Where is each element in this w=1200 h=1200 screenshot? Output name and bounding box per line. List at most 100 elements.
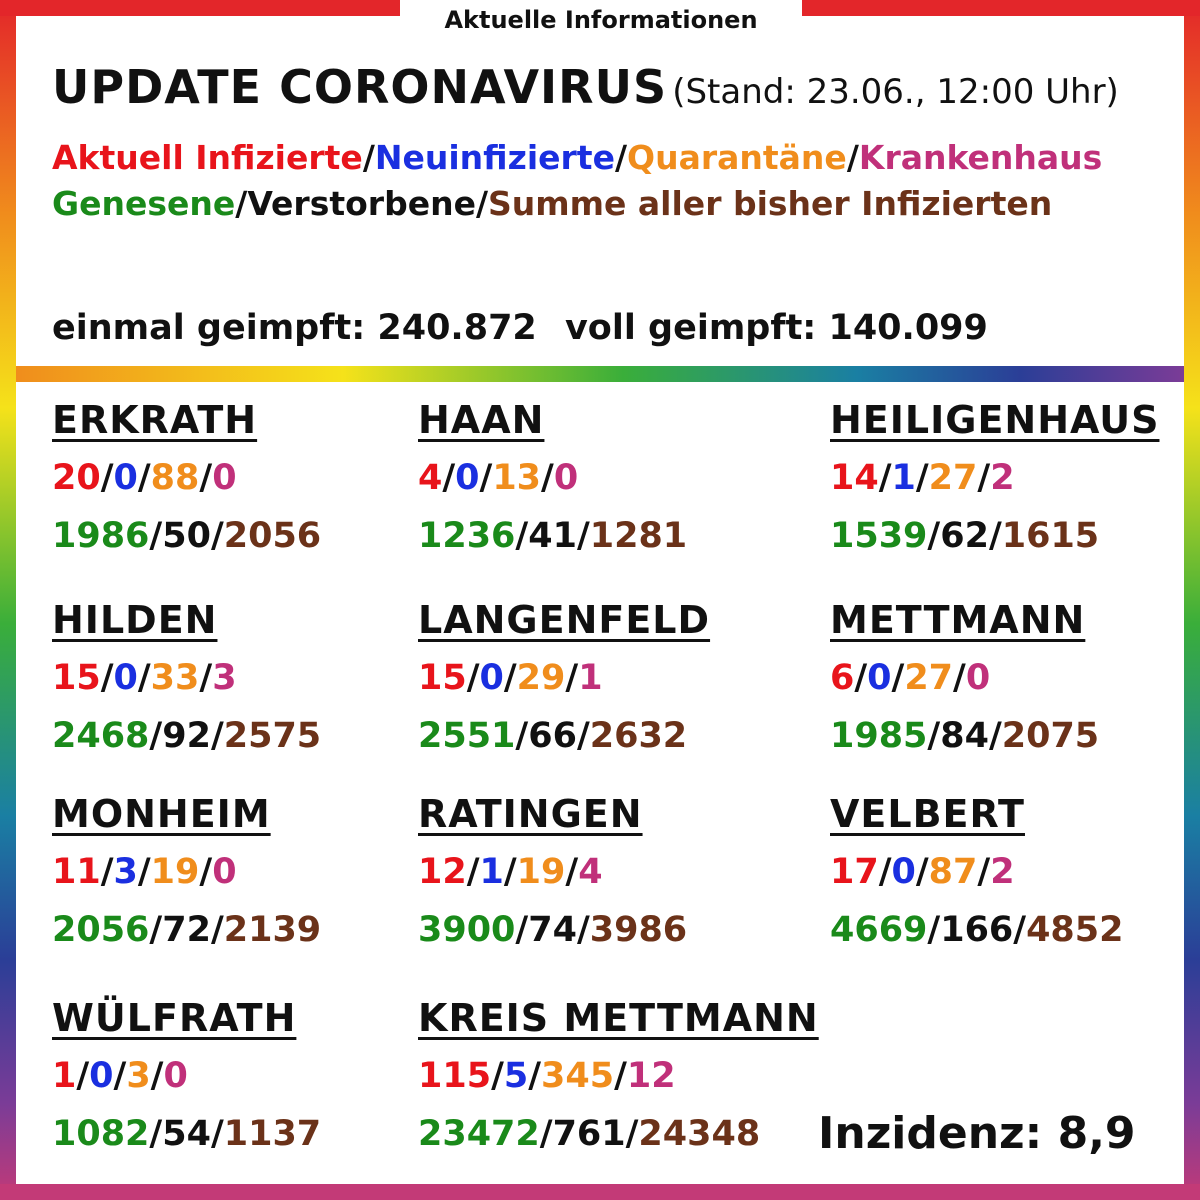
value-aktuell: 15: [52, 658, 101, 698]
city-block: LANGENFELD 15/0/29/1 2551/66/2632: [418, 598, 710, 760]
city-row-current: 17/0/87/2: [830, 852, 1124, 896]
value-aktuell: 12: [418, 852, 467, 892]
value-sep: /: [977, 458, 991, 498]
value-sep: /: [149, 516, 163, 556]
city-block: ERKRATH 20/0/88/0 1986/50/2056: [52, 398, 321, 560]
value-genesene: 1082: [52, 1114, 150, 1154]
value-neu: 1: [479, 852, 504, 892]
value-aktuell: 6: [830, 658, 855, 698]
value-genesene: 23472: [418, 1114, 540, 1154]
city-row-totals: 1986/50/2056: [52, 516, 321, 560]
value-sep: /: [199, 458, 213, 498]
city-row-totals: 4669/166/4852: [830, 910, 1124, 954]
value-sep: /: [503, 658, 517, 698]
frame-bottom-bar: [0, 1184, 1200, 1200]
value-aktuell: 4: [418, 458, 443, 498]
value-aktuell: 115: [418, 1056, 492, 1096]
city-block: HEILIGENHAUS 14/1/27/2 1539/62/1615: [830, 398, 1159, 560]
value-verstorbene: 54: [162, 1114, 211, 1154]
city-row-totals: 2468/92/2575: [52, 716, 321, 760]
legend-sep: /: [614, 138, 628, 177]
value-genesene: 2468: [52, 716, 150, 756]
value-sep: /: [149, 716, 163, 756]
value-genesene: 2056: [52, 910, 150, 950]
value-aktuell: 17: [830, 852, 879, 892]
value-krankenhaus: 2: [990, 458, 1015, 498]
value-sep: /: [515, 516, 529, 556]
value-verstorbene: 166: [940, 910, 1014, 950]
value-verstorbene: 92: [162, 716, 211, 756]
value-sep: /: [210, 1114, 224, 1154]
value-quarantaene: 27: [928, 458, 978, 498]
value-krankenhaus: 12: [626, 1056, 676, 1096]
legend-line-1: Aktuell Infizierte/Neuinfizierte/Quarant…: [52, 138, 1102, 177]
city-row-totals: 2056/72/2139: [52, 910, 321, 954]
page-title: UPDATE CORONAVIRUS (Stand: 23.06., 12:00…: [52, 60, 1119, 114]
value-sep: /: [953, 658, 966, 698]
value-quarantaene: 19: [516, 852, 566, 892]
value-neu: 0: [113, 658, 138, 698]
city-name: LANGENFELD: [418, 598, 711, 642]
value-neu: 0: [479, 658, 504, 698]
value-sep: /: [1013, 910, 1027, 950]
value-verstorbene: 62: [940, 516, 989, 556]
value-neu: 1: [891, 458, 916, 498]
value-summe: 2575: [223, 716, 322, 756]
value-sep: /: [988, 716, 1002, 756]
city-row-current: 4/0/13/0: [418, 458, 687, 502]
city-row-current: 14/1/27/2: [830, 458, 1159, 502]
value-sep: /: [915, 852, 929, 892]
value-neu: 0: [89, 1056, 114, 1096]
city-block: HAAN 4/0/13/0 1236/41/1281: [418, 398, 687, 560]
value-neu: 5: [503, 1056, 529, 1096]
value-sep: /: [210, 910, 224, 950]
value-sep: /: [515, 910, 529, 950]
inzidenz-value: Inzidenz: 8,9: [818, 1108, 1136, 1159]
value-sep: /: [576, 516, 590, 556]
city-block: WÜLFRATH 1/0/3/0 1082/54/1137: [52, 996, 321, 1158]
value-krankenhaus: 3: [212, 658, 237, 698]
value-aktuell: 1: [52, 1056, 77, 1096]
city-block: KREIS METTMANN 115/5/345/12 23472/761/2434…: [418, 996, 819, 1158]
value-genesene: 1985: [830, 716, 928, 756]
value-krankenhaus: 0: [553, 458, 579, 498]
city-block: MONHEIM 11/3/19/0 2056/72/2139: [52, 792, 321, 954]
legend-krankenhaus: Krankenhaus: [858, 138, 1103, 177]
legend-genesene: Genesene: [52, 184, 236, 223]
value-quarantaene: 33: [150, 658, 200, 698]
city-row-totals: 1082/54/1137: [52, 1114, 321, 1158]
value-aktuell: 15: [418, 658, 467, 698]
value-sep: /: [576, 910, 590, 950]
value-neu: 0: [891, 852, 916, 892]
value-summe: 1281: [589, 516, 688, 556]
value-krankenhaus: 4: [578, 852, 603, 892]
city-row-current: 15/0/29/1: [418, 658, 710, 702]
rainbow-divider: [16, 366, 1184, 382]
value-sep: /: [137, 852, 151, 892]
value-verstorbene: 66: [528, 716, 577, 756]
city-row-totals: 1539/62/1615: [830, 516, 1159, 560]
city-name: KREIS METTMANN: [418, 996, 819, 1040]
value-sep: /: [878, 852, 892, 892]
value-sep: /: [927, 516, 941, 556]
city-row-totals: 23472/761/24348: [418, 1114, 819, 1158]
value-quarantaene: 345: [541, 1056, 615, 1096]
city-row-current: 6/0/27/0: [830, 658, 1099, 702]
value-sep: /: [137, 458, 151, 498]
value-genesene: 1236: [418, 516, 516, 556]
value-krankenhaus: 0: [965, 658, 991, 698]
value-sep: /: [442, 458, 456, 498]
city-row-totals: 3900/74/3986: [418, 910, 687, 954]
title-main: UPDATE CORONAVIRUS: [52, 60, 668, 114]
value-verstorbene: 41: [528, 516, 577, 556]
legend-summe: Summe aller bisher Infizierten: [488, 184, 1053, 223]
value-sep: /: [854, 658, 868, 698]
value-sep: /: [565, 852, 579, 892]
value-neu: 0: [455, 458, 480, 498]
city-row-current: 11/3/19/0: [52, 852, 321, 896]
value-sep: /: [878, 458, 892, 498]
value-genesene: 1986: [52, 516, 150, 556]
value-sep: /: [927, 716, 941, 756]
city-name: VELBERT: [830, 792, 1025, 836]
